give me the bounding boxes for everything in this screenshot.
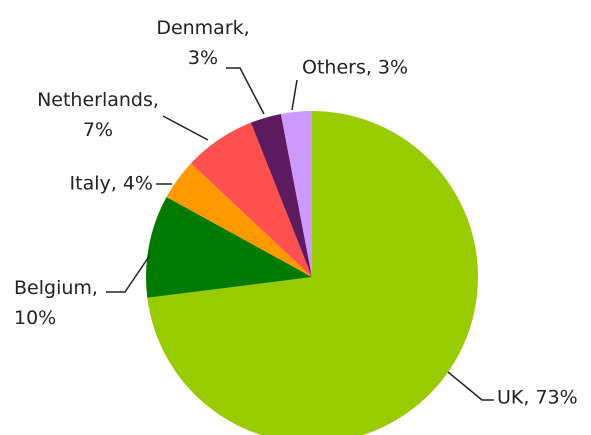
pie-slice <box>147 111 478 435</box>
leader-line <box>162 115 209 141</box>
pie-slice <box>280 111 312 277</box>
leader-line <box>291 79 298 111</box>
pie-slice <box>146 197 312 298</box>
data-label: Italy, 4% <box>70 173 153 195</box>
data-label: Netherlands, 7% <box>37 89 159 141</box>
leader-line <box>226 67 265 115</box>
leader-line <box>447 371 494 401</box>
pie-slice <box>190 122 312 277</box>
leader-line <box>106 254 151 293</box>
data-label: Others, 3% <box>302 57 408 79</box>
pie-slice <box>166 163 312 277</box>
data-label: Belgium, 10% <box>14 277 98 329</box>
pie-slice <box>250 113 312 278</box>
data-label: Denmark, 3% <box>156 17 249 69</box>
data-label: UK, 73% <box>497 387 578 409</box>
